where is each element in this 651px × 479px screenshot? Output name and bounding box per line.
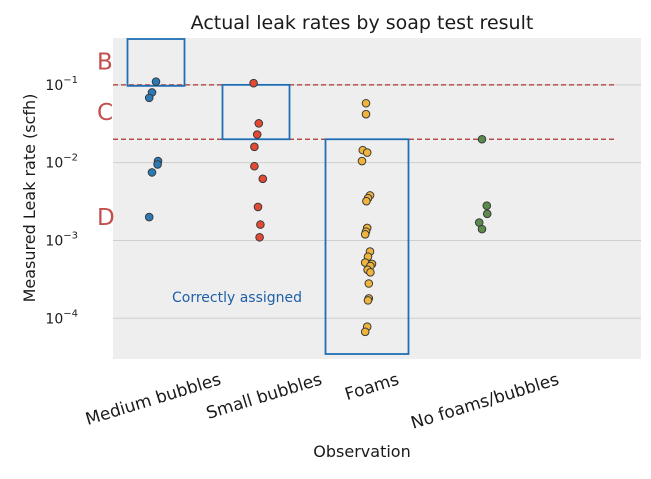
y-tick-label: 10−3 <box>45 230 78 249</box>
data-point <box>363 296 373 305</box>
data-point <box>255 232 264 242</box>
data-point <box>362 196 371 206</box>
data-point <box>360 327 370 337</box>
zone-label: C <box>97 100 113 126</box>
x-category-label: Foams <box>343 370 402 405</box>
category-boxes <box>126 38 410 355</box>
plot-background <box>113 38 641 359</box>
zone-label: B <box>97 49 113 75</box>
data-point <box>254 119 264 128</box>
data-point <box>360 230 370 239</box>
chart-title: Actual leak rates by soap test result <box>191 12 534 34</box>
zone-labels: BC D <box>97 49 115 231</box>
x-axis-label: Observation <box>313 442 410 461</box>
x-category-label: No foams/bubbles <box>409 370 562 434</box>
y-axis-label: Measured Leak rate (scfh) <box>20 94 39 303</box>
data-point <box>250 161 259 171</box>
data-point <box>482 209 492 219</box>
data-point <box>153 160 162 169</box>
y-axis-ticks: 10−4 10−3 10−2 10−1 <box>45 75 78 327</box>
data-point <box>477 134 487 144</box>
y-tick-label: 10−2 <box>45 153 78 172</box>
x-category-label: Medium bubbles <box>83 370 223 430</box>
data-point <box>252 130 262 139</box>
data-point <box>477 224 487 234</box>
data-point <box>250 142 259 152</box>
data-point <box>361 98 371 108</box>
data-point <box>147 168 157 177</box>
data-point <box>144 212 154 222</box>
y-tick-label: 10−1 <box>45 75 78 94</box>
data-point <box>151 77 161 86</box>
data-point <box>362 148 372 157</box>
data-point <box>256 220 265 229</box>
data-points <box>144 77 492 337</box>
data-point <box>482 201 492 210</box>
y-tick-label: 10−4 <box>45 308 78 327</box>
data-point <box>366 268 375 277</box>
data-point <box>357 156 367 166</box>
category-box <box>324 138 410 355</box>
data-point <box>249 78 258 88</box>
correctly-assigned-annotation: Correctly assigned <box>172 290 302 306</box>
data-point <box>364 279 374 288</box>
zone-label: D <box>97 205 115 231</box>
data-point <box>361 109 371 119</box>
x-category-label: Small bubbles <box>204 370 325 424</box>
data-point <box>253 202 263 212</box>
data-point <box>144 93 154 103</box>
data-point <box>258 174 268 184</box>
